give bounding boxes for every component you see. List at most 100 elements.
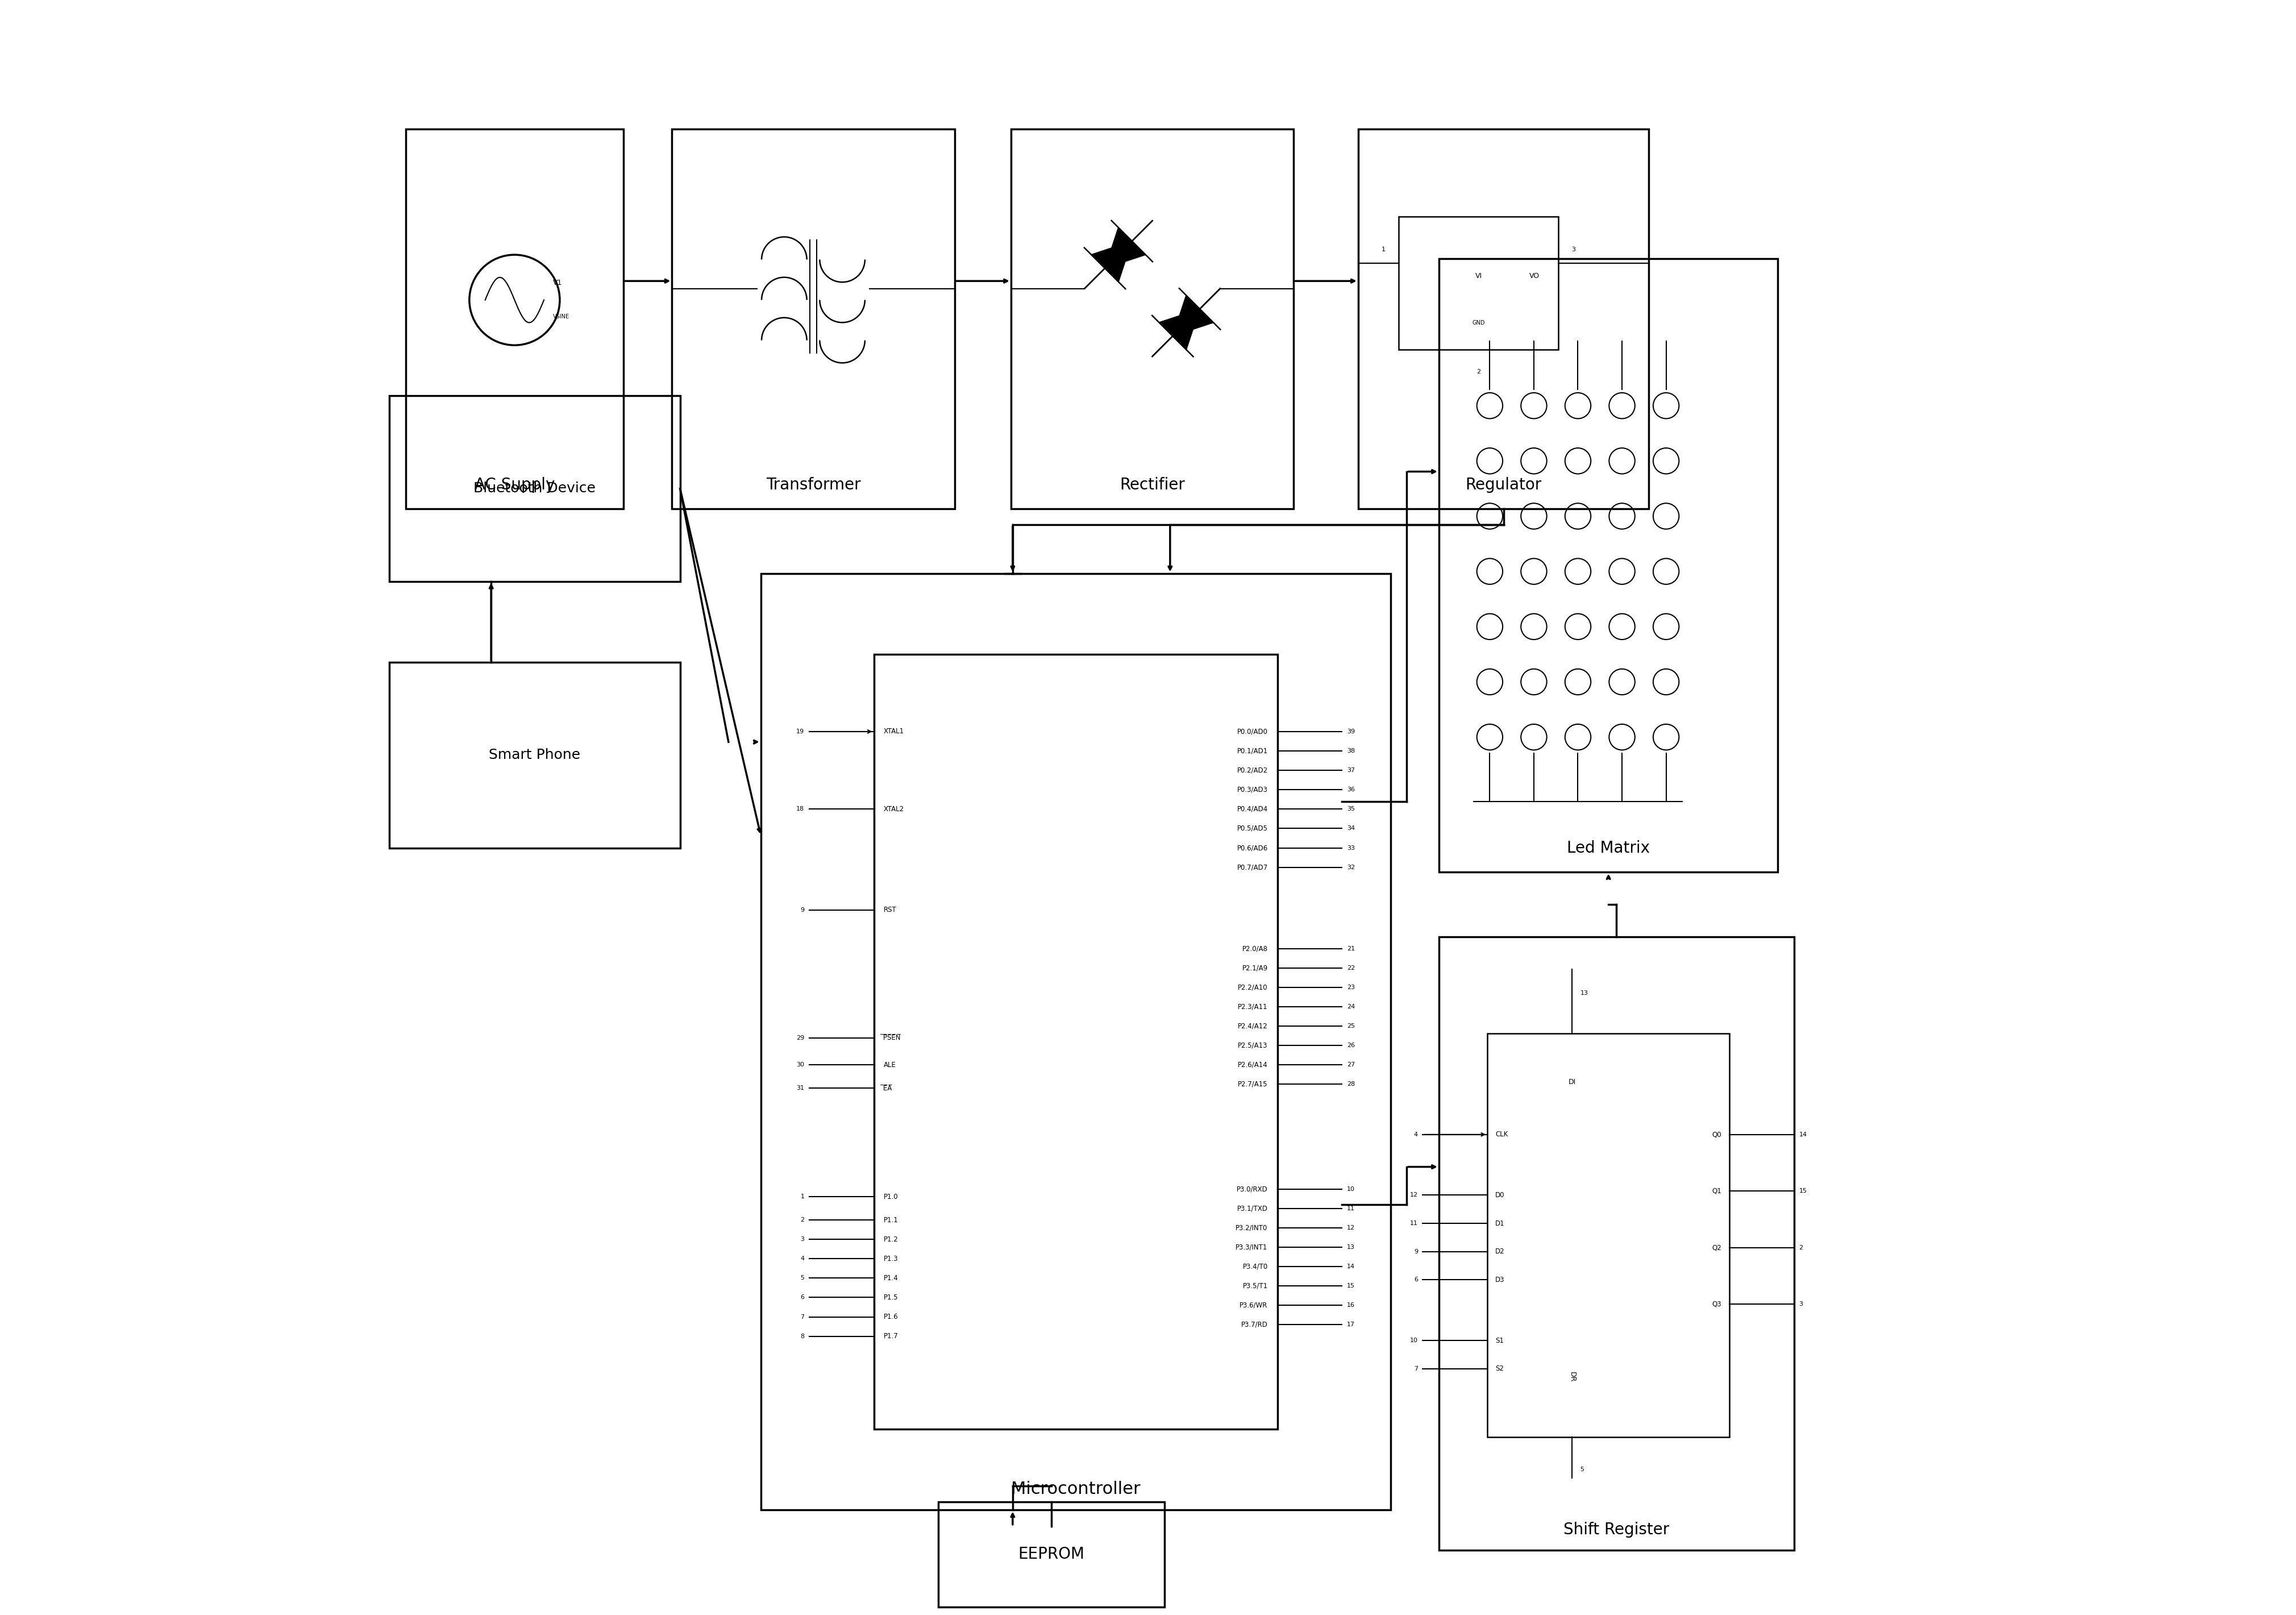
Text: Microcontroller: Microcontroller bbox=[1010, 1481, 1141, 1497]
Text: D2: D2 bbox=[1495, 1248, 1504, 1255]
Text: VSINE: VSINE bbox=[553, 313, 569, 320]
Text: Led Matrix: Led Matrix bbox=[1566, 840, 1649, 856]
Bar bbox=[1440, 258, 1777, 872]
Text: D3: D3 bbox=[1495, 1276, 1504, 1284]
Text: 14: 14 bbox=[1345, 1263, 1355, 1269]
Text: 32: 32 bbox=[1345, 864, 1355, 870]
Text: P1.6: P1.6 bbox=[884, 1313, 898, 1321]
Text: 19: 19 bbox=[797, 728, 804, 735]
Text: 27: 27 bbox=[1345, 1063, 1355, 1068]
Bar bbox=[390, 662, 680, 848]
Text: ALE: ALE bbox=[884, 1061, 895, 1069]
Text: P2.3/A11: P2.3/A11 bbox=[1238, 1003, 1267, 1011]
Text: Bluetooth Device: Bluetooth Device bbox=[473, 481, 595, 496]
Text: D0: D0 bbox=[1495, 1192, 1504, 1198]
Text: 13: 13 bbox=[1345, 1244, 1355, 1250]
Text: 3: 3 bbox=[801, 1237, 804, 1242]
Text: P3.5/T1: P3.5/T1 bbox=[1242, 1282, 1267, 1289]
Text: VI: VI bbox=[1474, 273, 1481, 279]
Bar bbox=[939, 1502, 1164, 1607]
Text: 39: 39 bbox=[1345, 728, 1355, 735]
Text: 36: 36 bbox=[1345, 787, 1355, 793]
Text: 30: 30 bbox=[797, 1063, 804, 1068]
Bar bbox=[1357, 129, 1649, 509]
Text: 25: 25 bbox=[1345, 1024, 1355, 1029]
Text: D1: D1 bbox=[1495, 1219, 1504, 1227]
Text: 3: 3 bbox=[1798, 1302, 1802, 1307]
Text: 1: 1 bbox=[801, 1193, 804, 1200]
Text: AC Supply: AC Supply bbox=[475, 476, 556, 493]
Text: 5: 5 bbox=[1580, 1466, 1584, 1473]
Text: P2.0/A8: P2.0/A8 bbox=[1242, 945, 1267, 953]
Text: 7: 7 bbox=[1414, 1366, 1417, 1371]
Text: P0.2/AD2: P0.2/AD2 bbox=[1238, 767, 1267, 774]
Text: 14: 14 bbox=[1798, 1132, 1807, 1137]
Text: 38: 38 bbox=[1345, 748, 1355, 754]
Text: 4: 4 bbox=[799, 1256, 804, 1261]
Polygon shape bbox=[1173, 296, 1212, 336]
Text: 26: 26 bbox=[1345, 1043, 1355, 1048]
Text: 17: 17 bbox=[1345, 1321, 1355, 1328]
Text: P1.1: P1.1 bbox=[884, 1216, 898, 1224]
Text: P0.0/AD0: P0.0/AD0 bbox=[1238, 728, 1267, 735]
Text: 8: 8 bbox=[799, 1334, 804, 1339]
Text: ̅P̅S̅E̅N̅: ̅P̅S̅E̅N̅ bbox=[884, 1034, 900, 1042]
Text: GND: GND bbox=[1472, 320, 1486, 326]
Text: 6: 6 bbox=[1414, 1277, 1417, 1282]
Text: 29: 29 bbox=[797, 1035, 804, 1040]
Text: 9: 9 bbox=[799, 908, 804, 912]
Text: DI: DI bbox=[1568, 1079, 1575, 1085]
Text: 23: 23 bbox=[1345, 985, 1355, 990]
Text: XTAL2: XTAL2 bbox=[884, 806, 905, 812]
Polygon shape bbox=[1159, 308, 1199, 350]
Polygon shape bbox=[1104, 228, 1146, 268]
Text: P3.4/T0: P3.4/T0 bbox=[1242, 1263, 1267, 1269]
Bar bbox=[1440, 937, 1793, 1550]
Text: 16: 16 bbox=[1345, 1302, 1355, 1308]
Text: V1: V1 bbox=[553, 279, 563, 286]
Text: Shift Register: Shift Register bbox=[1564, 1521, 1669, 1537]
Text: 11: 11 bbox=[1410, 1221, 1417, 1226]
Text: P2.6/A14: P2.6/A14 bbox=[1238, 1061, 1267, 1069]
Text: 6: 6 bbox=[801, 1295, 804, 1300]
Text: EEPROM: EEPROM bbox=[1017, 1547, 1084, 1562]
Text: 28: 28 bbox=[1345, 1082, 1355, 1087]
Bar bbox=[872, 654, 1277, 1429]
Bar bbox=[1010, 129, 1293, 509]
Text: 15: 15 bbox=[1798, 1189, 1807, 1193]
Text: P3.7/RD: P3.7/RD bbox=[1240, 1321, 1267, 1328]
Text: P3.3/INT1: P3.3/INT1 bbox=[1235, 1244, 1267, 1250]
Text: P3.6/WR: P3.6/WR bbox=[1240, 1302, 1267, 1308]
Text: 35: 35 bbox=[1345, 806, 1355, 812]
Text: 11: 11 bbox=[1345, 1205, 1355, 1211]
Text: 18: 18 bbox=[797, 806, 804, 812]
Text: P0.5/AD5: P0.5/AD5 bbox=[1238, 825, 1267, 832]
Text: 37: 37 bbox=[1345, 767, 1355, 774]
Text: VO: VO bbox=[1529, 273, 1538, 279]
Text: P3.0/RXD: P3.0/RXD bbox=[1235, 1185, 1267, 1192]
Text: 34: 34 bbox=[1345, 825, 1355, 832]
Text: Smart Phone: Smart Phone bbox=[489, 748, 581, 762]
Text: Q2: Q2 bbox=[1711, 1244, 1722, 1252]
Bar bbox=[760, 573, 1389, 1510]
Text: S1: S1 bbox=[1495, 1337, 1504, 1344]
Text: P0.3/AD3: P0.3/AD3 bbox=[1238, 787, 1267, 793]
Text: 21: 21 bbox=[1345, 946, 1355, 951]
Text: P2.1/A9: P2.1/A9 bbox=[1242, 964, 1267, 972]
Text: 22: 22 bbox=[1345, 966, 1355, 971]
Text: P0.6/AD6: P0.6/AD6 bbox=[1238, 845, 1267, 851]
Text: P2.7/A15: P2.7/A15 bbox=[1238, 1080, 1267, 1089]
Text: XTAL1: XTAL1 bbox=[884, 728, 905, 735]
Text: CLK: CLK bbox=[1495, 1130, 1508, 1139]
Text: 31: 31 bbox=[797, 1085, 804, 1092]
Text: P1.3: P1.3 bbox=[884, 1255, 898, 1263]
Text: P0.4/AD4: P0.4/AD4 bbox=[1238, 806, 1267, 812]
Text: RST: RST bbox=[884, 906, 895, 914]
Text: ̅E̅A̅: ̅E̅A̅ bbox=[884, 1085, 893, 1092]
Text: Transformer: Transformer bbox=[767, 476, 861, 493]
Text: P1.0: P1.0 bbox=[884, 1193, 898, 1200]
Bar bbox=[1488, 1034, 1729, 1437]
Text: P2.5/A13: P2.5/A13 bbox=[1238, 1042, 1267, 1050]
Text: Q1: Q1 bbox=[1711, 1187, 1722, 1195]
Text: P1.4: P1.4 bbox=[884, 1274, 898, 1282]
